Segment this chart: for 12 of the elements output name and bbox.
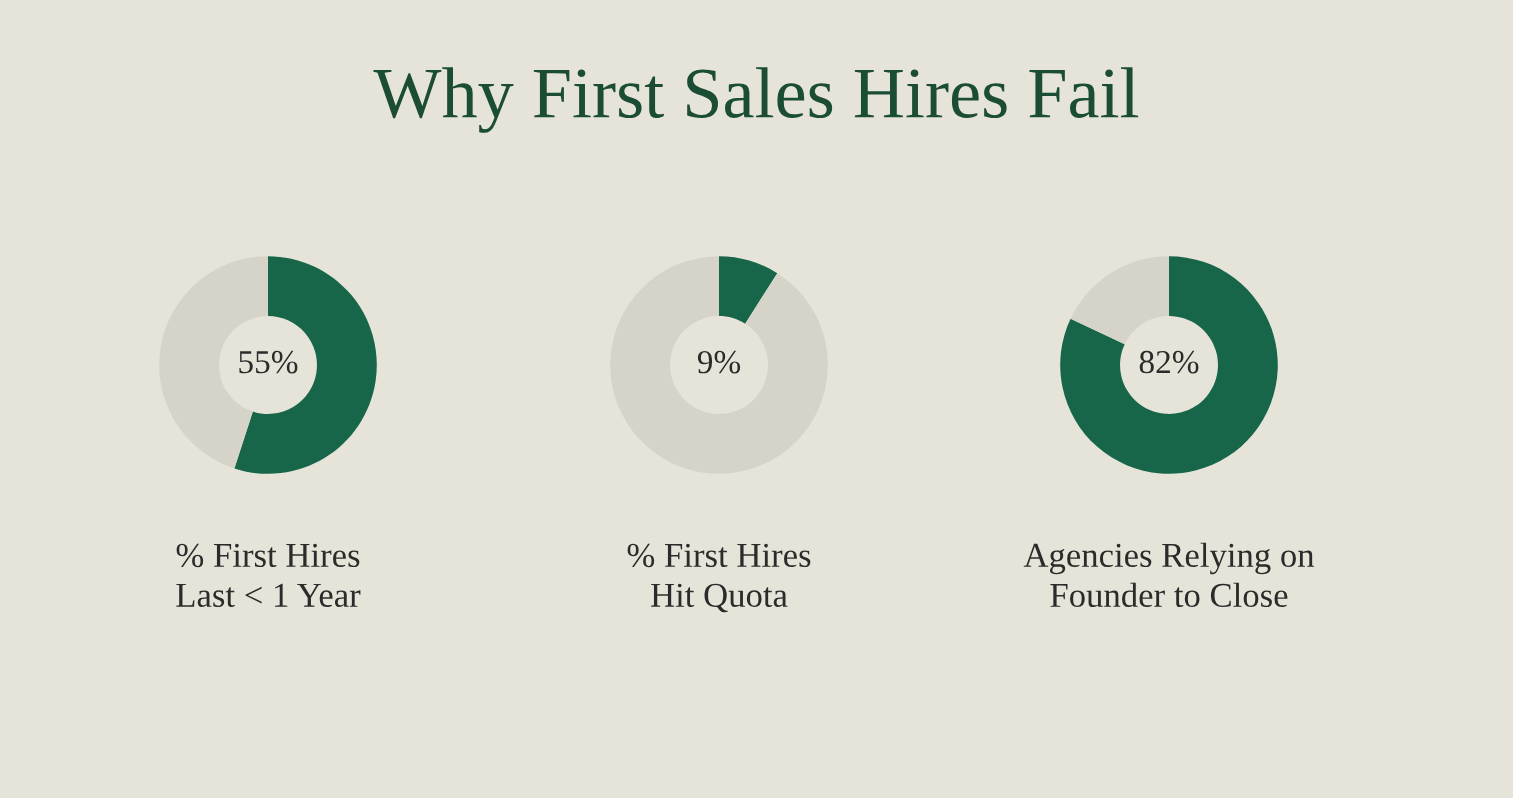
text: Agencies Relying on Founder to Close <box>1023 542 1315 608</box>
donut-slice <box>719 256 778 324</box>
data-label: 9% <box>697 350 741 374</box>
text: % First Hires Hit Quota <box>627 543 811 613</box>
text: % First Hires Last < 1 Year <box>176 543 361 608</box>
text: Why First Sales Hires Fail <box>373 67 1139 133</box>
donut-slice <box>1060 256 1278 474</box>
data-label: 82% <box>1139 350 1199 374</box>
donut-slice <box>234 256 377 474</box>
donut-slice <box>610 256 828 474</box>
data-label: 55% <box>239 350 298 374</box>
donut-slice <box>1070 256 1169 345</box>
